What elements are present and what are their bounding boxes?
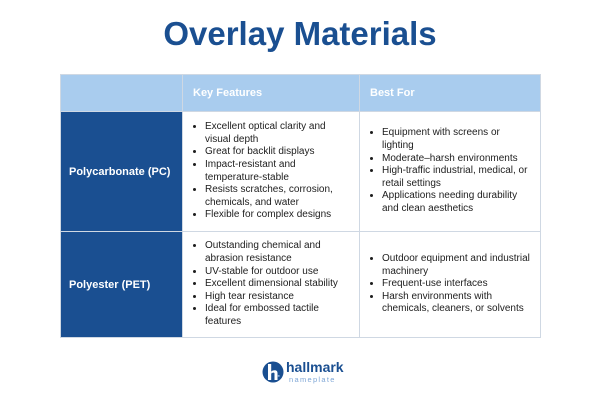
list-item: Excellent dimensional stability [205,278,353,291]
list-item: High tear resistance [205,291,353,304]
hallmark-logo: hallmark nameplate [262,358,344,388]
list-item: Impact-resistant and temperature-stable [205,159,353,184]
logo-sub-text: nameplate [289,375,336,384]
list-item: Applications needing durability and clea… [382,190,534,215]
list-item: Outdoor equipment and industrial machine… [382,253,534,278]
table-row: Polycarbonate (PC) Excellent optical cla… [60,111,541,232]
features-list: Excellent optical clarity and visual dep… [183,121,353,222]
row-header-polyester: Polyester (PET) [60,231,183,338]
row-header-polycarbonate: Polycarbonate (PC) [60,111,183,232]
list-item: Flexible for complex designs [205,209,353,222]
header-key-features: Key Features [182,74,360,112]
list-item: Equipment with screens or lighting [382,127,534,152]
features-cell: Excellent optical clarity and visual dep… [182,111,360,232]
logo-mark-icon [262,361,284,383]
logo-brand-text: hallmark [286,359,344,375]
page-title: Overlay Materials [163,15,437,52]
list-item: Excellent optical clarity and visual dep… [205,121,353,146]
list-item: Moderate–harsh environments [382,153,534,166]
features-cell: Outstanding chemical and abrasion resist… [182,231,360,338]
table-header-row: Key Features Best For [60,74,541,112]
list-item: Great for backlit displays [205,146,353,159]
header-best-for: Best For [359,74,541,112]
list-item: Ideal for embossed tactile features [205,303,353,328]
list-item: UV-stable for outdoor use [205,266,353,279]
best-for-cell: Equipment with screens or lighting Moder… [359,111,541,232]
materials-table: Key Features Best For Polycarbonate (PC)… [60,74,541,338]
best-for-list: Outdoor equipment and industrial machine… [360,253,534,316]
header-corner-cell [60,74,183,112]
best-for-cell: Outdoor equipment and industrial machine… [359,231,541,338]
list-item: Resists scratches, corrosion, chemicals,… [205,184,353,209]
list-item: High-traffic industrial, medical, or ret… [382,165,534,190]
list-item: Outstanding chemical and abrasion resist… [205,240,353,265]
features-list: Outstanding chemical and abrasion resist… [183,240,353,328]
table-row: Polyester (PET) Outstanding chemical and… [60,231,541,338]
list-item: Harsh environments with chemicals, clean… [382,291,534,316]
best-for-list: Equipment with screens or lighting Moder… [360,127,534,215]
list-item: Frequent-use interfaces [382,278,534,291]
